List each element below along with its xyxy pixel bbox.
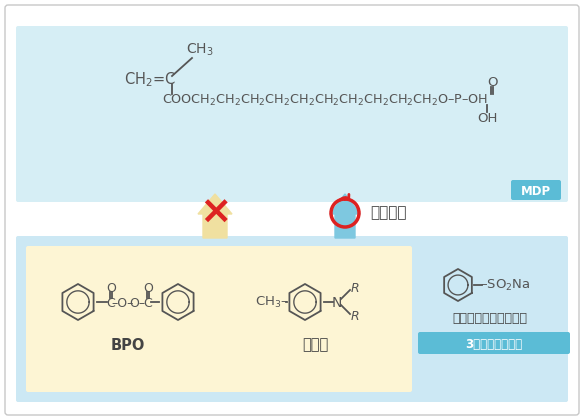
Text: CH$_3$–: CH$_3$– <box>255 294 288 310</box>
Text: –O–: –O– <box>112 297 134 310</box>
Text: OH: OH <box>477 111 497 124</box>
Text: O: O <box>106 281 116 294</box>
Text: MDP: MDP <box>521 184 551 197</box>
FancyArrow shape <box>198 194 232 238</box>
Text: 芳香族スルフィン酸塩: 芳香族スルフィン酸塩 <box>453 312 527 325</box>
Text: 确化反応: 确化反応 <box>370 205 406 220</box>
Text: O: O <box>143 281 153 294</box>
FancyBboxPatch shape <box>16 26 568 202</box>
Text: アミン: アミン <box>302 338 328 352</box>
FancyBboxPatch shape <box>26 246 412 392</box>
FancyBboxPatch shape <box>511 180 561 200</box>
Text: CH$_2$=C: CH$_2$=C <box>124 71 176 89</box>
Text: CH$_3$: CH$_3$ <box>186 42 214 58</box>
Text: R: R <box>351 281 360 294</box>
Text: BPO: BPO <box>111 338 145 352</box>
Text: O–: O– <box>129 297 145 310</box>
Text: R: R <box>351 310 360 323</box>
Text: C: C <box>144 297 152 310</box>
Text: O: O <box>488 76 498 89</box>
Text: 3元系重合開始剤: 3元系重合開始剤 <box>465 338 523 351</box>
Text: C: C <box>107 297 116 310</box>
FancyBboxPatch shape <box>16 236 568 402</box>
Text: N: N <box>332 296 342 310</box>
FancyArrow shape <box>330 194 360 238</box>
FancyBboxPatch shape <box>418 332 570 354</box>
Text: –SO$_2$Na: –SO$_2$Na <box>479 278 530 293</box>
Text: COOCH$_2$CH$_2$CH$_2$CH$_2$CH$_2$CH$_2$CH$_2$CH$_2$CH$_2$CH$_2$O–P–OH: COOCH$_2$CH$_2$CH$_2$CH$_2$CH$_2$CH$_2$C… <box>162 92 488 108</box>
Text: ×: × <box>199 194 231 232</box>
FancyBboxPatch shape <box>5 5 579 415</box>
